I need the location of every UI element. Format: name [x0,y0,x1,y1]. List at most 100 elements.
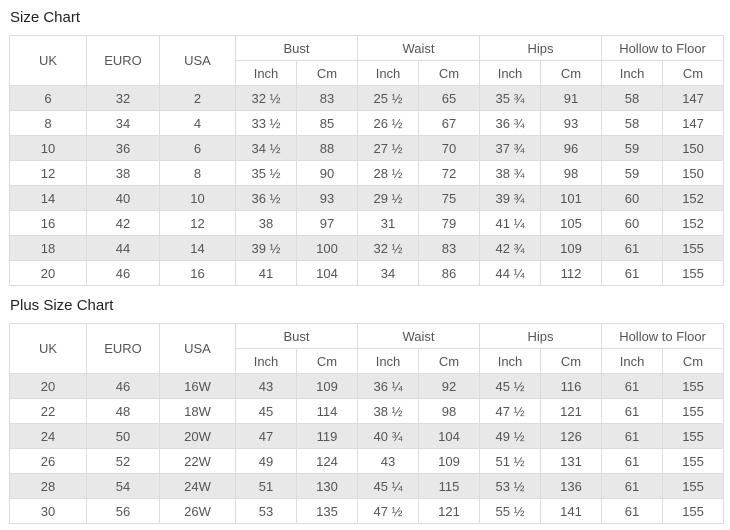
table-cell: 16 [9,210,87,236]
table-row: 18 44 14 39 ½ 100 32 ½ 83 42 ¾ 109 61 155 [9,235,725,261]
table-cell: 49 ½ [479,423,542,449]
plus-size-chart-section: Plus Size Chart UK EURO USA Bust Waist Hips Ho… [9,298,725,524]
table-cell: 61 [601,473,664,499]
table-cell: 79 [418,210,481,236]
table-cell: 28 ½ [357,160,420,186]
column-header: Cm [418,60,481,86]
table-cell: 98 [540,160,603,186]
table-cell: 45 [235,398,297,424]
table-row: 16 42 12 38 97 31 79 41 ¼ 105 60 152 [9,210,725,236]
table-cell: 24 [9,423,87,449]
table-cell: 115 [418,473,481,499]
table-cell: 45 ¼ [357,473,420,499]
table-cell: 88 [295,135,359,161]
table-cell: 10 [159,185,236,211]
table-cell: 28 [9,473,87,499]
table-cell: 114 [295,398,359,424]
table-cell: 51 [235,473,297,499]
table-row: 6 32 2 32 ½ 83 25 ½ 65 35 ¾ 91 58 147 [9,85,725,111]
table-cell: 91 [540,85,603,111]
table-row: 22 48 18W 45 114 38 ½ 98 47 ½ 121 61 155 [9,398,725,424]
table-cell: 58 [601,110,664,136]
table-cell: 22W [159,448,236,474]
table-cell: 155 [662,448,725,474]
table-cell: 109 [540,235,603,261]
table-cell: 42 ¾ [479,235,542,261]
table-row: 8 34 4 33 ½ 85 26 ½ 67 36 ¾ 93 58 147 [9,110,725,136]
table-cell: 34 ½ [235,135,297,161]
table-cell: 42 [86,210,160,236]
table-cell: 40 ¾ [357,423,420,449]
table-cell: 12 [159,210,236,236]
table-cell: 6 [9,85,87,111]
table-cell: 54 [86,473,160,499]
table-cell: 155 [662,398,725,424]
column-header: USA [159,323,236,374]
column-header: EURO [86,35,160,86]
table-cell: 101 [540,185,603,211]
table-cell: 36 [86,135,160,161]
table-cell: 41 ¼ [479,210,542,236]
table-cell: 26W [159,498,236,524]
table-cell: 61 [601,423,664,449]
table-cell: 100 [295,235,359,261]
column-header: Waist [357,323,481,349]
table-cell: 47 [235,423,297,449]
size-chart-table: UK EURO USA Bust Waist Hips Hollow to Floor Inc… [9,35,725,286]
column-header: Inch [601,60,664,86]
column-header: Inch [235,348,297,374]
table-cell: 45 ½ [479,373,542,399]
column-header: Inch [479,348,542,374]
table-body: 20 46 16W 43 109 36 ¼ 92 45 ½ 116 61 155 22 48 18W 45 1… [9,373,725,524]
column-header: USA [159,35,236,86]
column-header: Hips [479,323,603,349]
table-cell: 67 [418,110,481,136]
table-cell: 150 [662,135,725,161]
column-header: UK [9,323,87,374]
header-row-groups: UK EURO USA Bust Waist Hips Hollow to Floor [9,323,725,374]
table-cell: 72 [418,160,481,186]
plus-size-chart-table: UK EURO USA Bust Waist Hips Hollow to Floor Inc… [9,323,725,524]
column-header: Bust [234,35,359,61]
table-row: 12 38 8 35 ½ 90 28 ½ 72 38 ¾ 98 59 150 [9,160,725,186]
column-header: Inch [357,60,420,86]
table-cell: 38 [235,210,297,236]
table-cell: 60 [601,210,664,236]
table-cell: 104 [295,260,359,286]
table-cell: 36 ¼ [357,373,420,399]
table-cell: 121 [540,398,603,424]
table-cell: 52 [86,448,160,474]
table-cell: 35 ¾ [479,85,542,111]
column-header: Hollow to Floor [601,35,725,61]
column-header: Cm [662,348,725,374]
table-cell: 59 [601,135,664,161]
table-cell: 18 [9,235,87,261]
table-cell: 37 ¾ [479,135,542,161]
table-row: 30 56 26W 53 135 47 ½ 121 55 ½ 141 61 155 [9,498,725,524]
table-row: 20 46 16W 43 109 36 ¼ 92 45 ½ 116 61 155 [9,373,725,399]
table-cell: 130 [295,473,359,499]
table-cell: 26 [9,448,87,474]
column-header: Cm [540,60,603,86]
table-cell: 61 [601,448,664,474]
table-cell: 10 [9,135,87,161]
table-cell: 16W [159,373,236,399]
table-cell: 155 [662,260,725,286]
table-cell: 116 [540,373,603,399]
table-cell: 136 [540,473,603,499]
table-cell: 61 [601,260,664,286]
table-cell: 38 [86,160,160,186]
table-cell: 47 ½ [479,398,542,424]
column-header: Inch [479,60,542,86]
table-cell: 150 [662,160,725,186]
table-cell: 41 [235,260,297,286]
table-cell: 96 [540,135,603,161]
table-cell: 46 [86,260,160,286]
table-cell: 44 [86,235,160,261]
table-cell: 93 [295,185,359,211]
table-cell: 39 ½ [235,235,297,261]
table-row: 10 36 6 34 ½ 88 27 ½ 70 37 ¾ 96 59 150 [9,135,725,161]
table-cell: 90 [295,160,359,186]
table-cell: 85 [295,110,359,136]
